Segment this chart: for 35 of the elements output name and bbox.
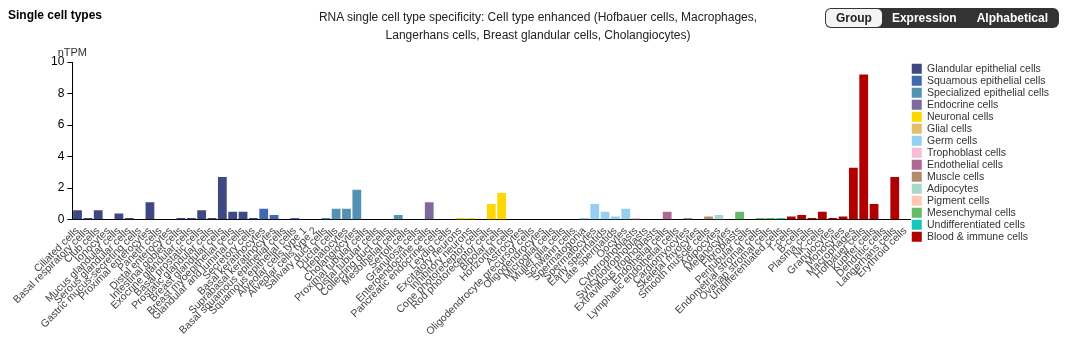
legend-label: Glial cells: [927, 121, 972, 134]
text: Expression: [890, 10, 958, 27]
legend-label: Specialized epithelial cells: [927, 85, 1050, 98]
bar: [869, 203, 879, 220]
legend-label: Glandular epithelial cells: [927, 61, 1041, 74]
text: Group: [825, 9, 882, 27]
legend-label: Mesenchymal cells: [927, 205, 1016, 218]
y-tick-label: 0: [57, 212, 65, 226]
legend-label: Squamous epithelial cells: [927, 73, 1046, 86]
bar: [424, 202, 434, 220]
y-tick-label: 4: [57, 148, 65, 163]
bar: [145, 202, 155, 220]
legend-label: Endocrine cells: [927, 97, 999, 110]
chart-title: RNA single cell type specificity: Cell type enhanced (Hofbauer cells, Macrophages, Langerhans cells, Breast glandular cells, Cholangiocytes): [317, 9, 759, 44]
legend-label: Pigment cells: [927, 193, 990, 206]
legend-label: Muscle cells: [927, 169, 985, 182]
bar: [393, 214, 403, 220]
legend-label: Germ cells: [927, 133, 978, 146]
y-tick-label: 6: [57, 117, 65, 132]
bar: [662, 211, 672, 220]
y-tick-label: 2: [57, 180, 65, 195]
bar: [259, 208, 269, 220]
bar: [714, 214, 724, 220]
bar: [114, 213, 124, 220]
bar: [890, 177, 900, 220]
legend-label: Neuronal cells: [927, 109, 994, 122]
legend-label: Blood & immune cells: [927, 229, 1028, 242]
bar: [93, 210, 103, 220]
y-tick-label: 8: [57, 85, 65, 100]
legend-label: Adipocytes: [927, 181, 979, 194]
text: Single cell types: [8, 8, 103, 22]
legend-label: Endothelial cells: [927, 157, 1003, 170]
bar: [735, 211, 744, 220]
text: Alphabetical: [975, 10, 1049, 27]
legend-label: Trophoblast cells: [927, 145, 1006, 158]
